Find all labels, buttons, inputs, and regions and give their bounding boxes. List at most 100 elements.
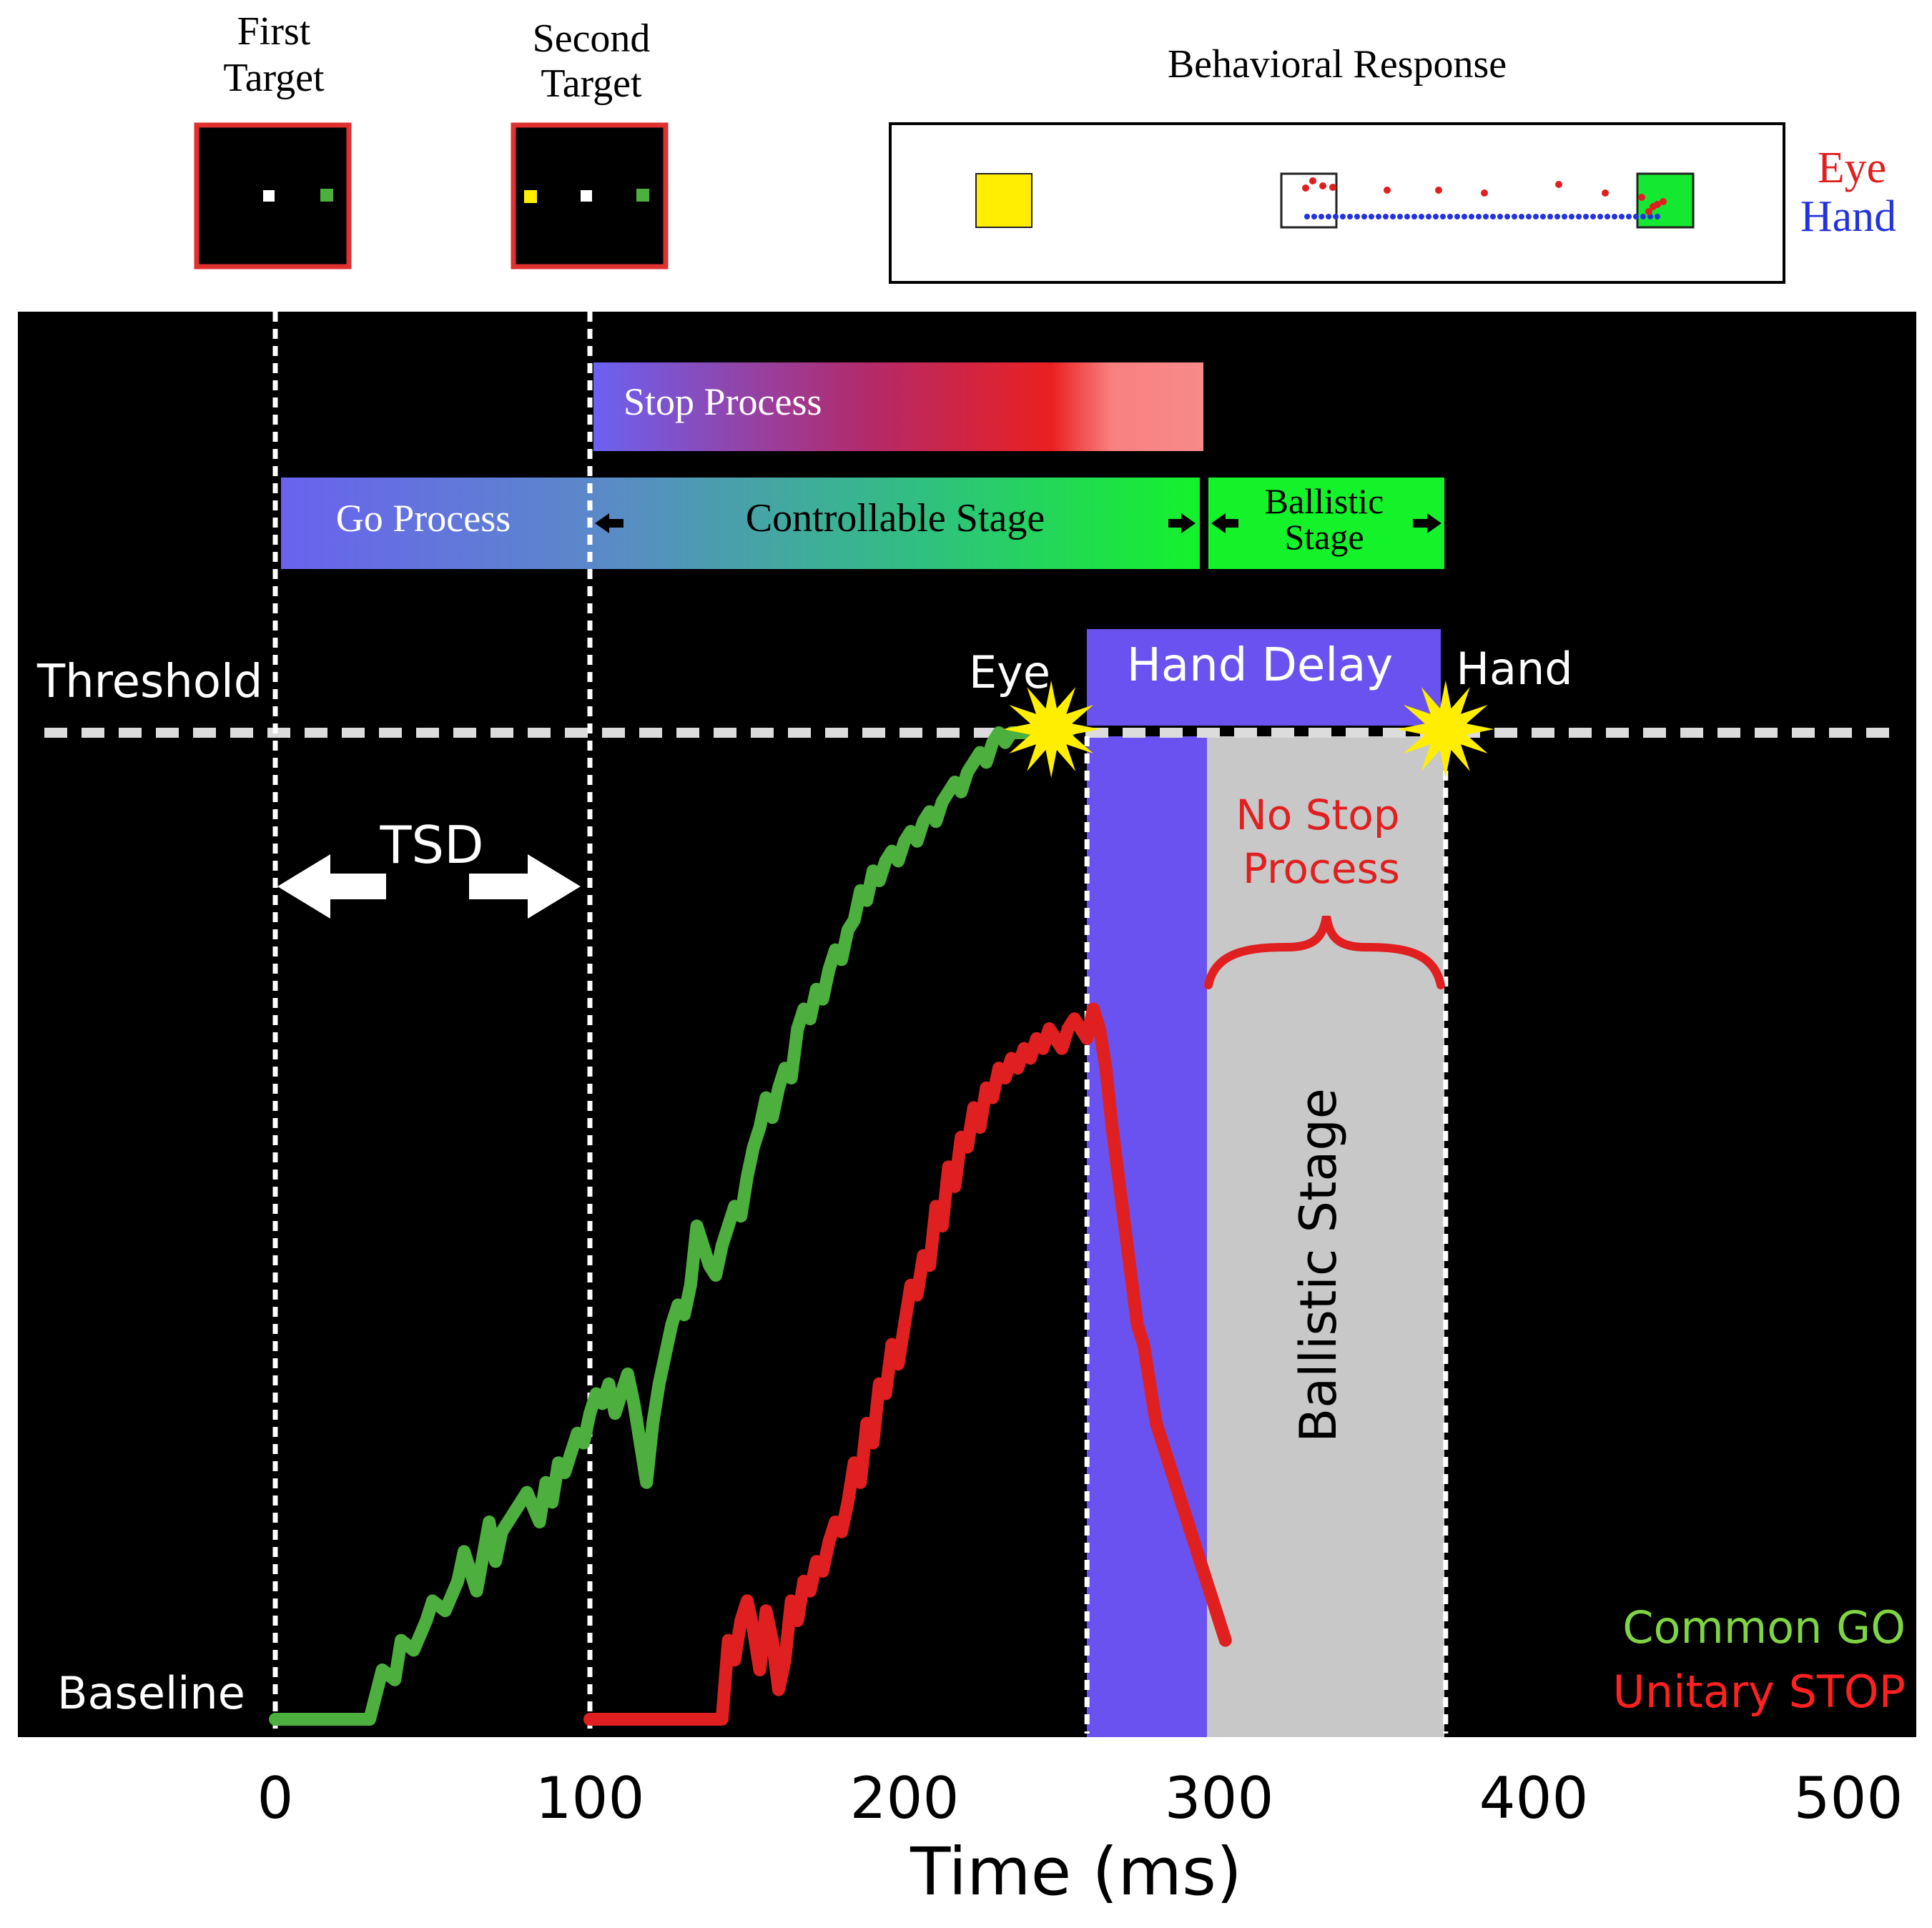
hand-sample-dot bbox=[1504, 214, 1510, 219]
hand-sample-dot bbox=[1369, 214, 1374, 219]
arrow-right-controllable bbox=[1168, 513, 1196, 533]
hand-sample-dot bbox=[1311, 214, 1317, 219]
fixation-dot bbox=[263, 190, 275, 202]
hand-sample-dot bbox=[1597, 214, 1603, 219]
hand-sample-dot bbox=[1590, 214, 1596, 219]
hand-trajectory bbox=[1304, 214, 1660, 219]
hand-sample-dot bbox=[1462, 214, 1467, 219]
hand-sample-dot bbox=[1655, 214, 1660, 219]
ballistic-stage-label-1: Ballistic bbox=[1265, 481, 1384, 521]
hand-sample-dot bbox=[1576, 214, 1582, 219]
hand-sample-dot bbox=[1612, 214, 1617, 219]
x-tick-label: 200 bbox=[850, 1765, 960, 1831]
hand-sample-dot bbox=[1376, 214, 1381, 219]
hand-sample-dot bbox=[1383, 214, 1389, 219]
hand-label: Hand bbox=[1456, 643, 1572, 695]
hand-sample-dot bbox=[1605, 214, 1610, 219]
go-trace bbox=[269, 726, 1075, 1726]
tsd-right-arrow bbox=[469, 854, 581, 919]
yellow-target-square bbox=[975, 173, 1032, 228]
hand-sample-dot bbox=[1619, 214, 1625, 219]
hand-sample-dot bbox=[1490, 214, 1496, 219]
hand-sample-dot bbox=[1404, 214, 1410, 219]
arrow-left-controllable bbox=[595, 513, 624, 533]
hand-delay-box bbox=[1087, 629, 1441, 726]
second-target-label-1: Second bbox=[533, 16, 651, 61]
hand-sample-dot bbox=[1547, 214, 1553, 219]
behavioral-response-panel: Behavioral Response Eye Hand bbox=[889, 42, 1896, 284]
hand-sample-dot bbox=[1526, 214, 1532, 219]
hand-delay-label: Hand Delay bbox=[1127, 639, 1393, 692]
hand-sample-dot bbox=[1447, 214, 1453, 219]
hand-sample-dot bbox=[1426, 214, 1431, 219]
hand-sample-dot bbox=[1304, 214, 1310, 219]
hand-sample-dot bbox=[1633, 214, 1639, 219]
yellow-target-dot bbox=[524, 190, 537, 203]
no-stop-brace bbox=[1204, 915, 1445, 989]
hand-sample-dot bbox=[1390, 214, 1396, 219]
behavioral-response-title: Behavioral Response bbox=[1168, 42, 1507, 86]
hand-sample-dot bbox=[1569, 214, 1574, 219]
legend-go: Common GO bbox=[1622, 1601, 1906, 1653]
hand-sample-dot bbox=[1440, 214, 1446, 219]
hand-legend-label: Hand bbox=[1800, 192, 1896, 241]
fixation-dot-2 bbox=[581, 190, 592, 202]
hand-delay-region bbox=[1087, 736, 1207, 1737]
first-target-label-2: Target bbox=[223, 56, 325, 100]
hand-sample-dot bbox=[1454, 214, 1460, 219]
baseline-label: Baseline bbox=[57, 1667, 245, 1719]
go-process-bar bbox=[281, 478, 1201, 569]
tsd-left-arrow bbox=[277, 854, 386, 919]
x-tick-label: 0 bbox=[257, 1765, 294, 1831]
second-target-panel: Second Target bbox=[511, 16, 669, 270]
eye-sample-dot bbox=[1602, 189, 1609, 197]
eye-sample-dot bbox=[1302, 184, 1309, 192]
hand-sample-dot bbox=[1519, 214, 1524, 219]
eye-sample-dot bbox=[1309, 177, 1316, 184]
ballistic-stage-label-2: Stage bbox=[1284, 517, 1364, 557]
x-tick-label: 400 bbox=[1479, 1765, 1589, 1831]
x-tick-label: 100 bbox=[536, 1765, 645, 1831]
x-tick-label: 500 bbox=[1794, 1765, 1903, 1831]
x-axis-label: Time (ms) bbox=[910, 1834, 1242, 1910]
hand-sample-dot bbox=[1640, 214, 1646, 219]
hand-sample-dot bbox=[1411, 214, 1417, 219]
eye-sample-dot bbox=[1650, 203, 1657, 210]
eye-sample-dot bbox=[1555, 181, 1562, 188]
hand-sample-dot bbox=[1397, 214, 1403, 219]
no-stop-label-1: No Stop bbox=[1236, 791, 1399, 839]
second-target-label-2: Target bbox=[541, 61, 642, 106]
hand-sample-dot bbox=[1583, 214, 1589, 219]
eye-sample-dot bbox=[1638, 194, 1645, 201]
eye-sample-dot bbox=[1645, 208, 1652, 215]
hand-sample-dot bbox=[1483, 214, 1489, 219]
stop-process-bar bbox=[593, 362, 1203, 451]
first-target-panel: First Target bbox=[194, 9, 352, 270]
green-target-dot-2 bbox=[636, 189, 649, 202]
hand-sample-dot bbox=[1419, 214, 1424, 219]
hand-sample-dot bbox=[1361, 214, 1367, 219]
arrow-left-ballistic bbox=[1211, 513, 1238, 533]
stop-trace bbox=[583, 1002, 1232, 1726]
eye-sample-dot bbox=[1481, 189, 1488, 197]
eye-sample-dot bbox=[1660, 198, 1667, 205]
arrow-right-ballistic bbox=[1413, 513, 1441, 533]
no-stop-label-2: Process bbox=[1243, 844, 1400, 893]
hand-sample-dot bbox=[1497, 214, 1503, 219]
hand-sample-dot bbox=[1540, 214, 1546, 219]
eye-legend-label: Eye bbox=[1818, 144, 1886, 192]
hand-sample-dot bbox=[1433, 214, 1439, 219]
hand-sample-dot bbox=[1340, 214, 1346, 219]
x-axis-ticks: 0 100 200 300 400 500 bbox=[257, 1765, 1903, 1831]
stage-divider bbox=[1200, 478, 1208, 569]
first-target-label-1: First bbox=[237, 9, 311, 54]
controllable-stage-label: Controllable Stage bbox=[746, 496, 1045, 540]
eye-sample-dot bbox=[1384, 187, 1391, 194]
eye-sample-dot bbox=[1435, 187, 1442, 194]
ballistic-stage-region bbox=[1207, 736, 1444, 1737]
eye-star-icon bbox=[1002, 681, 1100, 778]
eye-sample-dot bbox=[1329, 184, 1336, 191]
eye-sample-dot bbox=[1319, 182, 1326, 189]
hand-sample-dot bbox=[1347, 214, 1353, 219]
